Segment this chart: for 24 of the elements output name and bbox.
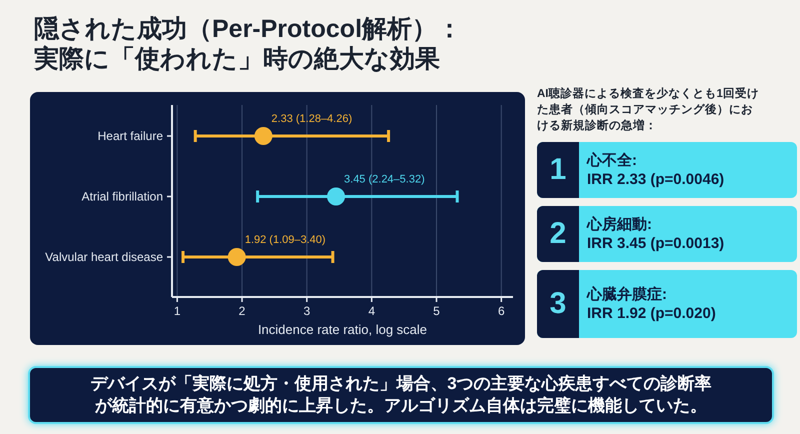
text: 心臓弁膜症:	[587, 285, 668, 304]
data-label: 2.33 (1.28–4.26)	[271, 113, 352, 125]
chart-title: 隠された成功（Per-Protocol解析）：実際に「使われた」時の絶大な効果	[34, 14, 464, 74]
data-label: 3.45 (2.24–5.32)	[344, 174, 425, 186]
text: デバイスが「実際に処方・使用された」場合、3つの主要な心疾患すべての診断率が統計的に有意かつ劇的に上昇した。アルゴリズム自体は完璧に機能していた。	[90, 373, 712, 417]
x-tick-label: 3	[304, 304, 310, 318]
y-tick-label: Valvular heart disease	[45, 250, 164, 264]
text: 心房細動:	[587, 215, 653, 234]
text: 心不全:	[587, 151, 638, 170]
x-tick-label: 4	[368, 304, 376, 318]
x-tick-label: 6	[498, 304, 505, 318]
text: 2	[537, 206, 579, 262]
text: IRR 3.45 (p=0.0013)	[587, 234, 724, 253]
x-tick-label: 1	[174, 304, 181, 318]
text: 1	[537, 142, 579, 198]
x-tick-label: 2	[238, 304, 246, 318]
text: IRR 1.92 (p=0.020)	[587, 304, 716, 323]
y-tick-label: Heart failure	[98, 129, 164, 143]
y-tick-label: Atrial fibrillation	[82, 190, 163, 204]
text: IRR 2.33 (p=0.0046)	[587, 170, 724, 189]
text: AI聴診器による検査を少なくとも1回受けた患者（傾向スコアマッチング後）における新規診断の急増：	[537, 86, 759, 134]
data-label: 1.92 (1.09–3.40)	[244, 234, 326, 246]
x-tick-label: 5	[433, 304, 440, 318]
x-axis-title: Incidence rate ratio, log scale	[258, 322, 428, 337]
